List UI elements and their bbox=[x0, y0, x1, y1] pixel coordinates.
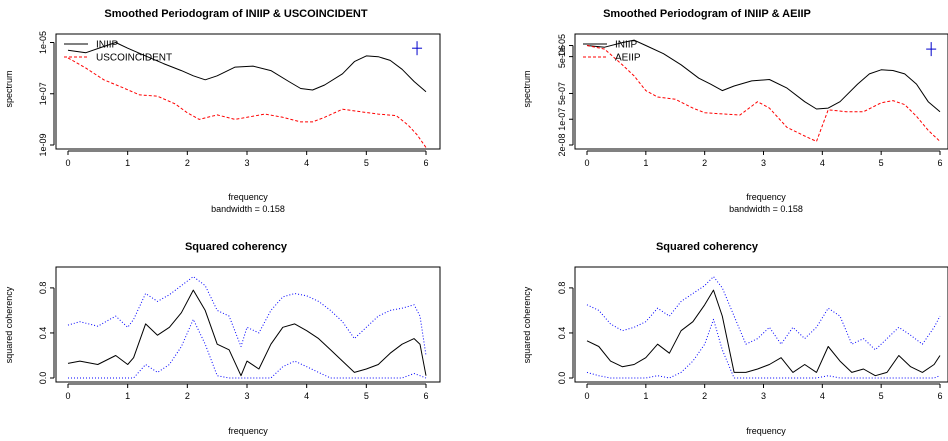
x-tick-label: 6 bbox=[423, 391, 428, 401]
x-tick-label: 3 bbox=[244, 391, 249, 401]
y-axis-label: spectrum bbox=[4, 70, 14, 107]
series-group bbox=[586, 276, 941, 379]
series-line-uscoincident bbox=[67, 57, 427, 148]
x-tick-label: 3 bbox=[761, 158, 766, 168]
x-tick-label: 0 bbox=[584, 391, 589, 401]
x-tick-label: 2 bbox=[702, 391, 707, 401]
y-axis-label: squared coherency bbox=[522, 286, 532, 363]
x-axis: 0 1 2 3 4 5 6 bbox=[584, 383, 943, 401]
y-tick-label: 0.4 bbox=[557, 327, 567, 340]
x-tick-label: 2 bbox=[185, 158, 190, 168]
y-tick-label: 0.4 bbox=[38, 327, 48, 340]
bandwidth-label: bandwidth = 0.158 bbox=[729, 204, 803, 214]
x-tick-label: 6 bbox=[937, 391, 942, 401]
y-axis-label: spectrum bbox=[522, 70, 532, 107]
x-axis: 0 1 2 3 4 5 6 bbox=[584, 150, 943, 168]
panel-title: Smoothed Periodogram of INIIP & USCOINCI… bbox=[104, 8, 367, 20]
y-axis: 1e-09 1e-07 1e-05 bbox=[38, 31, 55, 157]
panel-periodogram-aeiip: Smoothed Periodogram of INIIP & AEIIP fr… bbox=[522, 8, 948, 214]
panel-title: Squared coherency bbox=[656, 241, 759, 253]
y-tick-label: 1e-07 bbox=[557, 108, 567, 131]
legend-label: INIIP bbox=[615, 40, 638, 51]
legend: INIIP AEIIP bbox=[583, 40, 641, 64]
legend-label: USCOINCIDENT bbox=[96, 53, 172, 64]
series-line-iniip bbox=[67, 42, 427, 93]
x-axis: 0 1 2 3 4 5 6 bbox=[65, 383, 429, 401]
x-axis-label: frequency bbox=[228, 426, 268, 436]
panel-periodogram-uscoincident: Smoothed Periodogram of INIIP & USCOINCI… bbox=[4, 8, 441, 214]
series-line-2 bbox=[68, 318, 427, 379]
y-tick-label: 0.0 bbox=[38, 372, 48, 385]
y-tick-label: 0.8 bbox=[38, 282, 48, 295]
y-axis: 0.0 0.4 0.8 bbox=[38, 282, 55, 385]
y-tick-label: 1e-05 bbox=[38, 31, 48, 54]
x-tick-label: 5 bbox=[879, 158, 884, 168]
y-tick-label: 2e-08 bbox=[557, 133, 567, 156]
plot-frame bbox=[574, 33, 948, 150]
legend-label: AEIIP bbox=[615, 53, 641, 64]
y-tick-label: 5e-07 bbox=[557, 82, 567, 105]
panel-title: Smoothed Periodogram of INIIP & AEIIP bbox=[603, 8, 811, 20]
x-tick-label: 1 bbox=[125, 158, 130, 168]
x-tick-label: 1 bbox=[643, 391, 648, 401]
series-line-0 bbox=[67, 276, 427, 356]
plot-frame bbox=[55, 33, 441, 150]
plot-frame bbox=[55, 266, 441, 383]
x-tick-label: 0 bbox=[65, 158, 70, 168]
series-line-aeiip bbox=[586, 45, 941, 142]
x-axis: 0 1 2 3 4 5 6 bbox=[65, 150, 429, 168]
panel-coherency-uscoincident: Squared coherency frequency squared cohe… bbox=[4, 241, 441, 436]
x-tick-label: 5 bbox=[364, 158, 369, 168]
x-axis-label: frequency bbox=[746, 426, 786, 436]
series-line-0 bbox=[586, 276, 941, 351]
series-line-1 bbox=[586, 289, 941, 377]
series-line-1 bbox=[67, 289, 427, 377]
x-tick-label: 6 bbox=[423, 158, 428, 168]
y-axis-label: squared coherency bbox=[4, 286, 14, 363]
x-tick-label: 0 bbox=[65, 391, 70, 401]
y-tick-label: 1e-05 bbox=[557, 34, 567, 57]
plot-frame bbox=[574, 266, 948, 383]
series-group bbox=[67, 276, 427, 379]
x-tick-label: 3 bbox=[761, 391, 766, 401]
x-tick-label: 2 bbox=[702, 158, 707, 168]
x-tick-label: 1 bbox=[643, 158, 648, 168]
x-axis-label: frequency bbox=[228, 192, 268, 202]
y-tick-label: 0.0 bbox=[557, 372, 567, 385]
x-tick-label: 0 bbox=[584, 158, 589, 168]
y-tick-label: 5e-06 bbox=[557, 45, 567, 68]
x-tick-label: 4 bbox=[304, 158, 309, 168]
y-tick-label: 1e-09 bbox=[38, 133, 48, 156]
x-tick-label: 4 bbox=[820, 158, 825, 168]
y-tick-label: 1e-07 bbox=[38, 82, 48, 105]
series-group bbox=[586, 39, 941, 142]
legend-label: INIIP bbox=[96, 40, 119, 51]
x-tick-label: 2 bbox=[185, 391, 190, 401]
y-tick-label: 0.8 bbox=[557, 282, 567, 295]
y-axis: 0.0 0.4 0.8 bbox=[557, 282, 574, 385]
x-tick-label: 6 bbox=[937, 158, 942, 168]
x-tick-label: 5 bbox=[879, 391, 884, 401]
panel-coherency-aeiip: Squared coherency frequency squared cohe… bbox=[522, 241, 948, 436]
panel-title: Squared coherency bbox=[185, 241, 288, 253]
x-tick-label: 1 bbox=[125, 391, 130, 401]
legend: INIIP USCOINCIDENT bbox=[64, 40, 172, 64]
series-group bbox=[67, 42, 427, 148]
x-axis-label: frequency bbox=[746, 192, 786, 202]
x-tick-label: 4 bbox=[820, 391, 825, 401]
series-line-iniip bbox=[586, 39, 941, 113]
series-line-2 bbox=[586, 318, 941, 379]
crosshair-marker bbox=[926, 42, 937, 57]
x-tick-label: 3 bbox=[244, 158, 249, 168]
x-tick-label: 4 bbox=[304, 391, 309, 401]
crosshair-marker bbox=[412, 41, 423, 56]
x-tick-label: 5 bbox=[364, 391, 369, 401]
bandwidth-label: bandwidth = 0.158 bbox=[211, 204, 285, 214]
